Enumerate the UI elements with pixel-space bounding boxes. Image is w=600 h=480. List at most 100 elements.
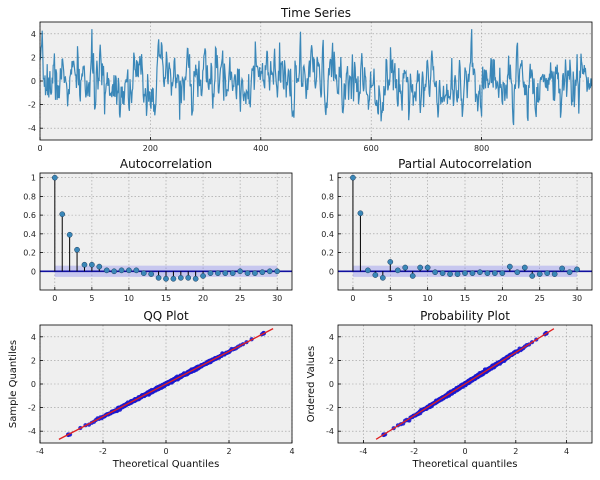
y-tick-label: -4 bbox=[28, 427, 36, 436]
chart-title: Partial Autocorrelation bbox=[398, 157, 532, 171]
stem-marker bbox=[402, 264, 409, 271]
x-axis-label: Theoretical Quantiles bbox=[112, 459, 220, 470]
stem-marker bbox=[229, 270, 236, 277]
stem-marker bbox=[74, 246, 80, 253]
y-tick-label: 2 bbox=[329, 356, 334, 365]
stem-marker bbox=[417, 264, 424, 271]
stem-marker bbox=[200, 273, 206, 279]
stem-marker bbox=[266, 268, 273, 275]
x-tick-label: 30 bbox=[272, 294, 282, 303]
y-tick-label: 0 bbox=[31, 380, 36, 389]
x-tick-label: 400 bbox=[253, 144, 268, 153]
y-tick-label: 2 bbox=[31, 53, 36, 62]
stem-marker bbox=[536, 271, 543, 277]
stem-marker bbox=[492, 270, 498, 277]
y-tick-label: 0.6 bbox=[23, 211, 36, 220]
axes-frame bbox=[337, 324, 593, 444]
y-tick-label: -2 bbox=[326, 404, 334, 413]
stem-marker bbox=[365, 267, 371, 274]
x-tick-label: -2 bbox=[410, 447, 418, 456]
stem-marker bbox=[551, 271, 558, 277]
plot-panel-1: 0 5 10 15 20 25 30 0 0.2 0.4 0.6 0.8 1 Autocorrelatio… bbox=[23, 157, 293, 303]
stem-marker bbox=[462, 270, 468, 277]
stem-marker bbox=[350, 174, 356, 181]
x-tick-label: 5 bbox=[388, 294, 393, 303]
y-tick-label: 4 bbox=[31, 30, 36, 39]
plot-panel-0: 0 200 400 600 800 -4 -2 0 2 4 Time Series bbox=[28, 6, 593, 153]
stem-marker bbox=[215, 270, 221, 277]
x-tick-label: 2 bbox=[513, 447, 518, 456]
x-tick-label: 10 bbox=[124, 294, 134, 303]
x-tick-label: -2 bbox=[99, 447, 107, 456]
stem-marker bbox=[394, 267, 401, 274]
x-tick-label: -4 bbox=[36, 447, 44, 456]
stem-marker bbox=[499, 270, 506, 277]
y-tick-label: 0.8 bbox=[321, 192, 334, 201]
x-tick-label: 0 bbox=[52, 294, 57, 303]
x-tick-label: 0 bbox=[350, 294, 355, 303]
stem-marker bbox=[140, 270, 147, 277]
plot-panel-4: -4 -2 0 2 4 -4 -2 0 2 4 Probability Plot Theoretica… bbox=[306, 309, 593, 470]
y-tick-label: 0 bbox=[31, 267, 36, 276]
y-tick-label: 1 bbox=[329, 174, 334, 183]
y-tick-label: 0.6 bbox=[321, 211, 334, 220]
chart-title: QQ Plot bbox=[143, 309, 189, 323]
stem-marker bbox=[529, 273, 536, 279]
y-tick-label: 0.8 bbox=[23, 192, 36, 201]
stem-marker bbox=[177, 274, 184, 281]
x-tick-label: 0 bbox=[163, 447, 168, 456]
y-tick-label: 4 bbox=[31, 333, 36, 342]
stem-marker bbox=[357, 210, 364, 217]
y-tick-label: 4 bbox=[329, 333, 334, 342]
fit-line bbox=[375, 328, 555, 440]
stem-marker bbox=[484, 270, 491, 277]
stem-marker bbox=[274, 268, 281, 275]
stem-marker bbox=[439, 270, 446, 277]
stem-marker bbox=[566, 269, 573, 276]
y-tick-label: 0.2 bbox=[321, 249, 334, 258]
stem-marker bbox=[192, 275, 199, 282]
y-tick-label: 0 bbox=[329, 380, 334, 389]
stem-marker bbox=[454, 271, 461, 277]
plot-panel-2: 0 5 10 15 20 25 30 0 0.2 0.4 0.6 0.8 1 Partial Autoco… bbox=[321, 157, 593, 303]
x-tick-label: 10 bbox=[423, 294, 433, 303]
stem-marker bbox=[424, 264, 431, 271]
y-axis-label: Ordered Values bbox=[306, 346, 317, 423]
stem-marker bbox=[96, 263, 103, 270]
y-tick-label: 0 bbox=[329, 267, 334, 276]
y-tick-label: -2 bbox=[28, 404, 36, 413]
x-tick-label: 600 bbox=[364, 144, 379, 153]
stem-marker bbox=[387, 259, 394, 265]
x-tick-label: 2 bbox=[226, 447, 231, 456]
stem-marker bbox=[81, 261, 88, 268]
x-tick-label: 25 bbox=[535, 294, 545, 303]
x-tick-label: 800 bbox=[474, 144, 489, 153]
series-line bbox=[39, 29, 592, 126]
x-tick-label: 4 bbox=[289, 447, 294, 456]
stem-marker bbox=[185, 274, 192, 281]
y-tick-label: -2 bbox=[28, 101, 36, 110]
stem-marker bbox=[126, 267, 132, 274]
stem-marker bbox=[59, 211, 66, 218]
stem-marker bbox=[103, 267, 110, 274]
chart-title: Time Series bbox=[280, 6, 351, 20]
stem-marker bbox=[163, 275, 169, 282]
fit-line bbox=[58, 328, 274, 440]
stem-marker bbox=[244, 270, 251, 277]
x-axis-label: Theoretical quantiles bbox=[411, 459, 517, 470]
stem-marker bbox=[447, 271, 453, 277]
stem-marker bbox=[237, 268, 243, 275]
y-tick-label: -4 bbox=[28, 124, 36, 133]
x-tick-label: 0 bbox=[37, 144, 42, 153]
y-tick-label: 2 bbox=[31, 356, 36, 365]
stem-marker bbox=[521, 264, 528, 271]
y-tick-label: -4 bbox=[326, 427, 334, 436]
plot-panel-3: -4 -2 0 2 4 -4 -2 0 2 4 QQ Plot Theoretical Quantil… bbox=[8, 309, 295, 470]
x-tick-label: 20 bbox=[198, 294, 208, 303]
stem-marker bbox=[51, 174, 58, 181]
chart-title: Probability Plot bbox=[420, 309, 510, 323]
x-tick-label: 20 bbox=[497, 294, 507, 303]
stem-marker bbox=[170, 275, 177, 282]
x-tick-label: 200 bbox=[143, 144, 158, 153]
y-tick-label: 1 bbox=[31, 174, 36, 183]
